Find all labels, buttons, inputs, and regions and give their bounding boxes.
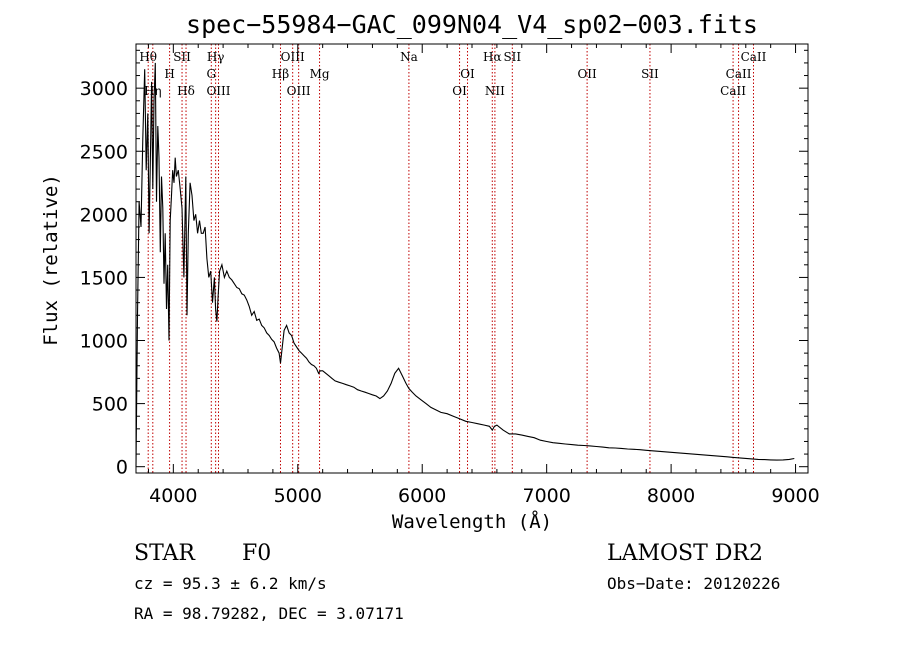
spectral-line-label: Na [400,50,418,64]
x-axis-label: Wavelength (Å) [392,510,552,533]
x-tick-label: 6000 [398,485,446,507]
spectral-line-label: G [206,67,216,81]
spectral-line-label: OIII [281,50,305,64]
y-axis: 0 500 1000 1500 2000 2500 3000 [80,49,808,479]
spectral-line-label: CaII [720,84,746,98]
y-tick-label: 2000 [80,204,128,226]
x-tick-label: 8000 [647,485,695,507]
spectral-line-label: OIII [287,84,311,98]
x-axis: 4000 5000 6000 7000 8000 9000 [147,44,820,507]
spectral-line-label: OI [460,67,475,81]
plot-frame [135,43,809,474]
spectral-line-label: SII [173,50,191,64]
y-tick-label: 2500 [80,141,128,163]
spectral-line-label: CaII [726,67,752,81]
spectral-line-label: SII [503,50,521,64]
spectral-line-label: CaII [741,50,767,64]
object-class: STAR [134,541,196,566]
spectral-line-label: OIII [206,84,230,98]
spectral-line-label: Hθ [139,50,157,64]
spectral-line-label: Mg [310,67,330,81]
spectral-line-label: OII [577,67,597,81]
spectral-line-label: Hγ [207,50,225,64]
sky-coordinates: RA = 98.79282, DEC = 3.07171 [134,604,404,623]
spectral-line-label: H [164,67,174,81]
survey-name: LAMOST DR2 [607,541,763,566]
y-tick-label: 1500 [80,267,128,289]
x-tick-label: 5000 [274,485,322,507]
y-axis-label: Flux (relative) [40,174,62,346]
x-tick-label: 7000 [522,485,570,507]
spectral-line-label: Hα [483,50,502,64]
y-tick-label: 3000 [80,78,128,100]
spectral-line-label: OI [452,84,467,98]
y-tick-label: 0 [116,457,128,479]
spectral-line-label: Hη [144,84,162,98]
spectral-line-label: NII [485,84,505,98]
spectral-line-label: Hβ [272,67,289,81]
spectral-line-markers [147,44,754,473]
y-tick-label: 500 [92,394,128,416]
y-tick-label: 1000 [80,331,128,353]
x-tick-label: 4000 [149,485,197,507]
spectral-line-label: SII [641,67,659,81]
chart-title: spec−55984−GAC_099N04_V4_sp02−003.fits [186,10,758,39]
spectrum-line [135,62,795,467]
observation-date: Obs−Date: 20120226 [607,574,780,593]
redshift-cz: cz = 95.3 ± 6.2 km/s [134,574,327,593]
x-tick-label: 9000 [771,485,819,507]
object-subclass: F0 [242,541,271,566]
spectral-line-label: Hδ [177,84,195,98]
